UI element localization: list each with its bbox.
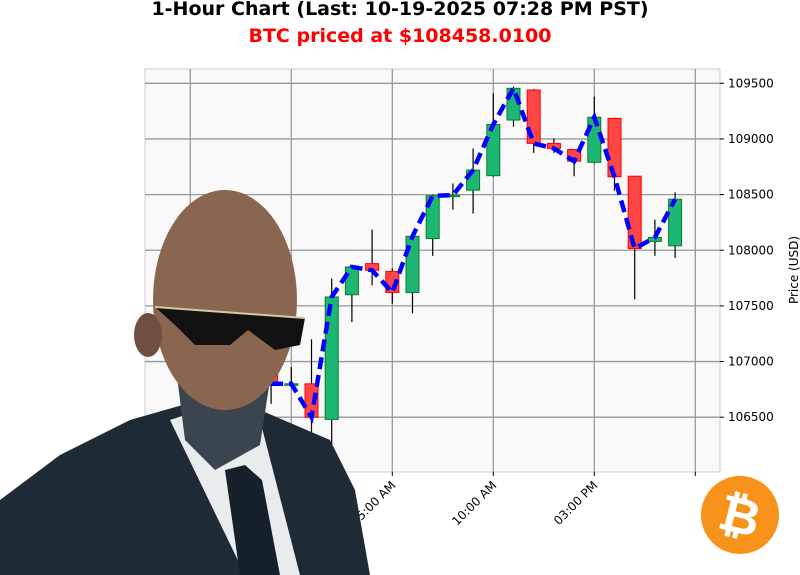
sunglasses-frame (154, 306, 306, 319)
close-price-line (271, 82, 678, 424)
candle-up (668, 198, 683, 247)
necktie (225, 465, 280, 575)
candle-up (486, 123, 501, 177)
price-subtitle: BTC priced at $108458.0100 (248, 25, 552, 47)
x-axis: 05:00 AM 10:00 AM 03:00 PM (348, 472, 696, 528)
y-tick-label: 107500 (728, 299, 774, 313)
y-axis: 106500 107000 107500 108000 108500 109000 1095… (720, 76, 774, 424)
y-tick-label: 109500 (728, 76, 774, 90)
y-tick-label: 109000 (728, 132, 774, 146)
y-tick-label: 108000 (728, 243, 774, 257)
character-illustration (0, 190, 370, 575)
sunglasses (155, 307, 305, 350)
x-tick-label: 10:00 AM (449, 478, 499, 528)
x-tick-label: 03:00 PM (551, 478, 600, 527)
chart-title: 1-Hour Chart (Last: 10-19-2025 07:28 PM … (151, 0, 649, 20)
y-tick-label: 106500 (728, 410, 774, 424)
y-tick-label: 108500 (728, 188, 774, 202)
y-axis-label: Price (USD) (787, 236, 800, 304)
candle-up (405, 235, 420, 294)
head (153, 190, 297, 410)
bitcoin-logo: ₿ (701, 476, 779, 554)
candle-down (627, 175, 642, 250)
candle-up (344, 266, 359, 296)
ear (134, 313, 162, 357)
y-tick-label: 107000 (728, 355, 774, 369)
